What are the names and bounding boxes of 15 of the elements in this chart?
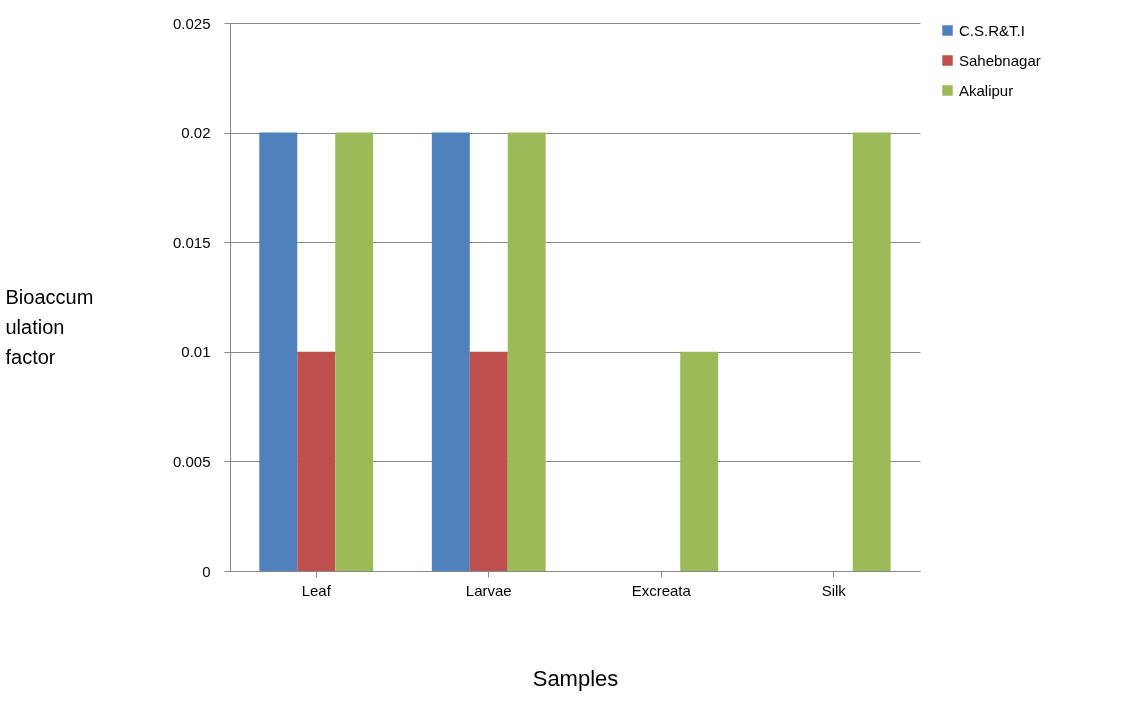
x-axis-title: Samples [532,665,619,691]
y-tick-label: 0 [202,562,211,580]
x-tick-label: Excreata [631,581,692,599]
legend-label: Akalipur [959,81,1014,99]
y-tick-label: 0.01 [181,343,211,361]
y-axis-title: Bioaccumulation factor [5,285,94,368]
x-tick-label: Silk [821,581,847,599]
y-tick-label: 0.015 [172,233,211,251]
x-tick-label: Larvae [465,581,512,599]
y-tick-label: 0.025 [172,14,211,32]
y-tick-label: 0.005 [172,452,211,470]
legend-label: Sahebnagar [959,51,1041,69]
legend-label: C.S.R&T.I [959,21,1025,39]
y-tick-label: 0.02 [181,124,211,142]
x-tick-label: Leaf [301,581,332,599]
